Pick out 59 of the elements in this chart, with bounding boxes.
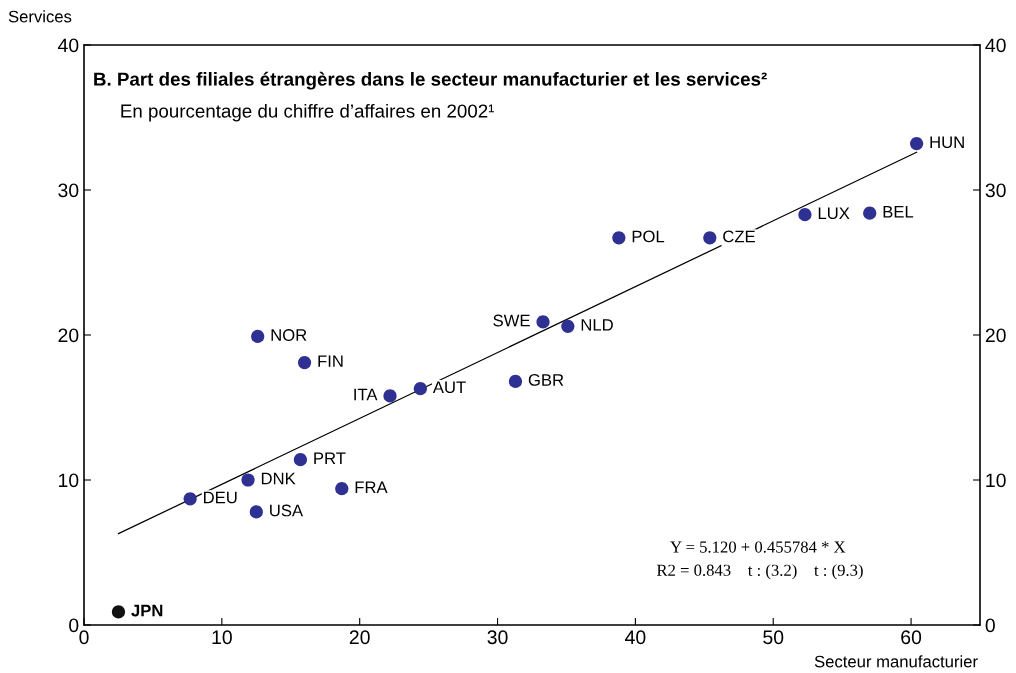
x-tick-label: 0 <box>79 630 89 645</box>
y2-tick-label: 20 <box>985 328 1006 343</box>
y-axis-title: Services <box>8 10 72 23</box>
annotation: HUN <box>930 136 964 149</box>
point <box>251 329 265 344</box>
point <box>863 206 877 220</box>
annotation: GBR <box>528 374 564 386</box>
point <box>508 374 523 388</box>
point <box>536 315 550 329</box>
x-tick-label: 50 <box>763 630 784 645</box>
point <box>111 605 126 619</box>
y-tick-label: 0 <box>69 618 79 633</box>
point <box>335 482 349 496</box>
annotation: FIN <box>318 355 343 367</box>
annotation: NOR <box>271 329 307 341</box>
y2-tick-label: 40 <box>985 38 1006 53</box>
annotation: POL <box>632 230 665 243</box>
annotation: LUX <box>818 207 850 220</box>
point <box>383 389 397 403</box>
y2-tick-label: 30 <box>985 183 1006 198</box>
y-tick-label: 20 <box>58 328 79 343</box>
annotation: DNK <box>261 472 296 485</box>
annotation: DEU <box>204 491 237 504</box>
y-tick-label: 30 <box>58 183 79 198</box>
x-tick-label: 30 <box>487 630 508 645</box>
x-tick-label: 40 <box>625 630 646 645</box>
point <box>249 505 263 519</box>
point <box>612 231 626 245</box>
annotation: USA <box>270 504 304 517</box>
annotation: Y = 5.120 + 0.455784 * X <box>670 541 846 553</box>
annotation: CZE <box>723 230 755 243</box>
annotation: FRA <box>355 481 388 494</box>
annotation: SWE <box>493 314 530 327</box>
point <box>798 208 812 222</box>
point <box>183 492 197 506</box>
text: B. Part des filiales étrangères dans le secteur manufacturier et les services² <box>94 71 767 90</box>
annotation: NLD <box>581 319 613 331</box>
annotation: AUT <box>432 381 466 394</box>
point <box>910 137 924 151</box>
x-tick-label: 60 <box>901 630 922 645</box>
y-tick-label: 40 <box>57 38 79 53</box>
point <box>241 473 255 487</box>
point <box>413 382 427 396</box>
point <box>703 231 717 245</box>
y-tick-label: 10 <box>59 473 79 488</box>
text: En pourcentage du chiffre d’affaires en 2002¹ <box>121 103 495 122</box>
annotation: JPN <box>131 604 163 617</box>
x-tick-label: 20 <box>349 630 370 645</box>
annotation: R2 = 0.843 t : (3.2) t : (9.3) <box>656 564 863 580</box>
annotation: BEL <box>883 206 914 218</box>
x-axis-title: Secteur manufacturier <box>814 655 978 668</box>
annotation: PRT <box>314 452 346 465</box>
point <box>297 355 312 370</box>
y2-tick-label: 10 <box>986 473 1006 488</box>
x-tick-label: 10 <box>212 630 232 645</box>
point <box>293 453 308 467</box>
point <box>561 319 575 333</box>
annotation: ITA <box>354 388 378 401</box>
y2-tick-label: 0 <box>985 618 995 633</box>
